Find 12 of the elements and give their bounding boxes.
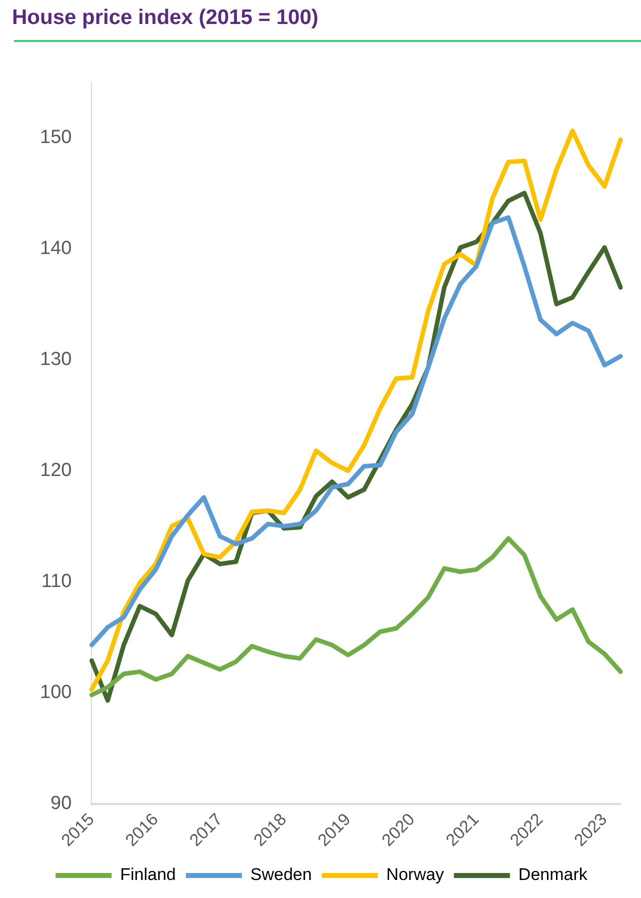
chart-title: House price index (2015 = 100): [11, 5, 320, 31]
legend-label: Norway: [386, 865, 444, 884]
y-tick-label: 120: [40, 460, 72, 481]
legend-label: Finland: [120, 865, 176, 884]
legend-label: Sweden: [250, 865, 312, 884]
y-tick-label: 140: [40, 238, 72, 259]
legend-label: Denmark: [518, 865, 588, 884]
y-tick-label: 100: [40, 682, 72, 704]
y-tick-label: 110: [41, 570, 72, 592]
y-tick-label: 90: [50, 793, 72, 814]
y-tick-label: 150: [40, 126, 72, 148]
y-tick-label: 130: [40, 348, 72, 370]
